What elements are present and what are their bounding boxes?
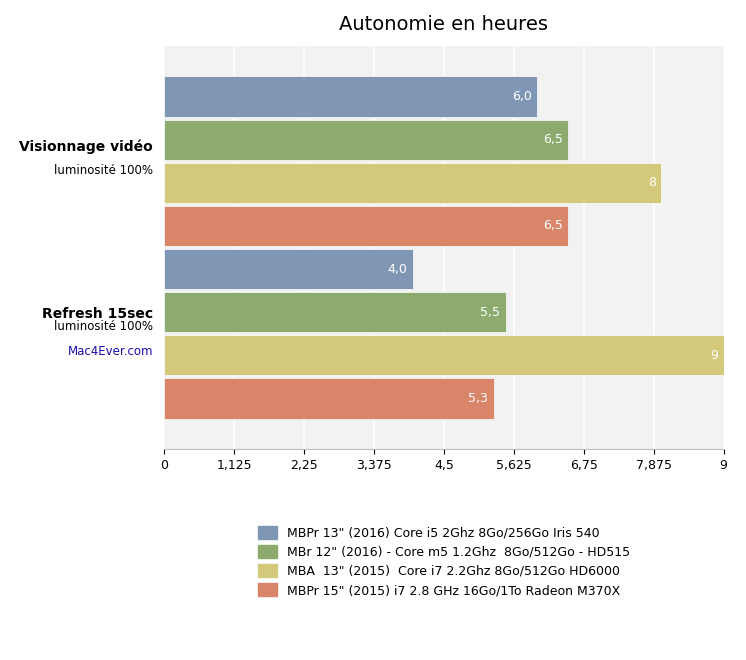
Text: Refresh 15sec: Refresh 15sec: [42, 307, 153, 321]
Text: 6,5: 6,5: [543, 133, 562, 146]
Text: 9: 9: [710, 349, 718, 362]
Bar: [164, 119, 568, 160]
Bar: [164, 378, 494, 418]
Bar: [164, 206, 568, 246]
Text: 5,3: 5,3: [468, 392, 488, 405]
Bar: [164, 249, 413, 289]
Text: luminosité 100%: luminosité 100%: [54, 319, 153, 333]
Text: luminosité 100%: luminosité 100%: [54, 164, 153, 177]
Bar: [164, 335, 724, 376]
Text: Visionnage vidéo: Visionnage vidéo: [19, 139, 153, 154]
Text: 8: 8: [648, 176, 656, 189]
Bar: [164, 163, 662, 203]
Title: Autonomie en heures: Autonomie en heures: [339, 15, 548, 34]
Text: Mac4Ever.com: Mac4Ever.com: [67, 345, 153, 358]
Text: 5,5: 5,5: [480, 306, 501, 319]
Text: 4,0: 4,0: [387, 263, 407, 276]
Bar: [164, 292, 506, 332]
Text: 6,0: 6,0: [512, 90, 531, 103]
Legend: MBPr 13" (2016) Core i5 2Ghz 8Go/256Go Iris 540, MBr 12" (2016) - Core m5 1.2Ghz: MBPr 13" (2016) Core i5 2Ghz 8Go/256Go I…: [251, 519, 636, 603]
Bar: [164, 77, 537, 117]
Text: 6,5: 6,5: [543, 219, 562, 232]
